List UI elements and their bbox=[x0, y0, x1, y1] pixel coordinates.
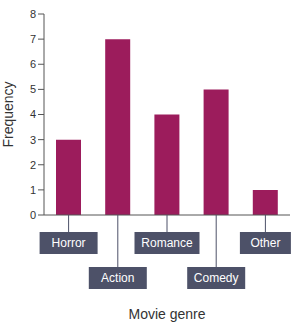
svg-text:Comedy: Comedy bbox=[194, 271, 239, 285]
svg-text:0: 0 bbox=[30, 209, 36, 221]
svg-text:8: 8 bbox=[30, 8, 36, 20]
svg-text:6: 6 bbox=[30, 58, 36, 70]
svg-text:Romance: Romance bbox=[141, 236, 193, 250]
svg-text:Movie genre: Movie genre bbox=[128, 306, 205, 322]
svg-text:5: 5 bbox=[30, 83, 36, 95]
svg-text:3: 3 bbox=[30, 134, 36, 146]
svg-text:2: 2 bbox=[30, 159, 36, 171]
svg-text:Other: Other bbox=[250, 236, 280, 250]
svg-text:Horror: Horror bbox=[52, 236, 86, 250]
svg-text:1: 1 bbox=[30, 184, 36, 196]
svg-text:Action: Action bbox=[101, 271, 134, 285]
svg-text:7: 7 bbox=[30, 33, 36, 45]
svg-text:Frequency: Frequency bbox=[8, 81, 16, 147]
svg-text:4: 4 bbox=[30, 108, 36, 120]
